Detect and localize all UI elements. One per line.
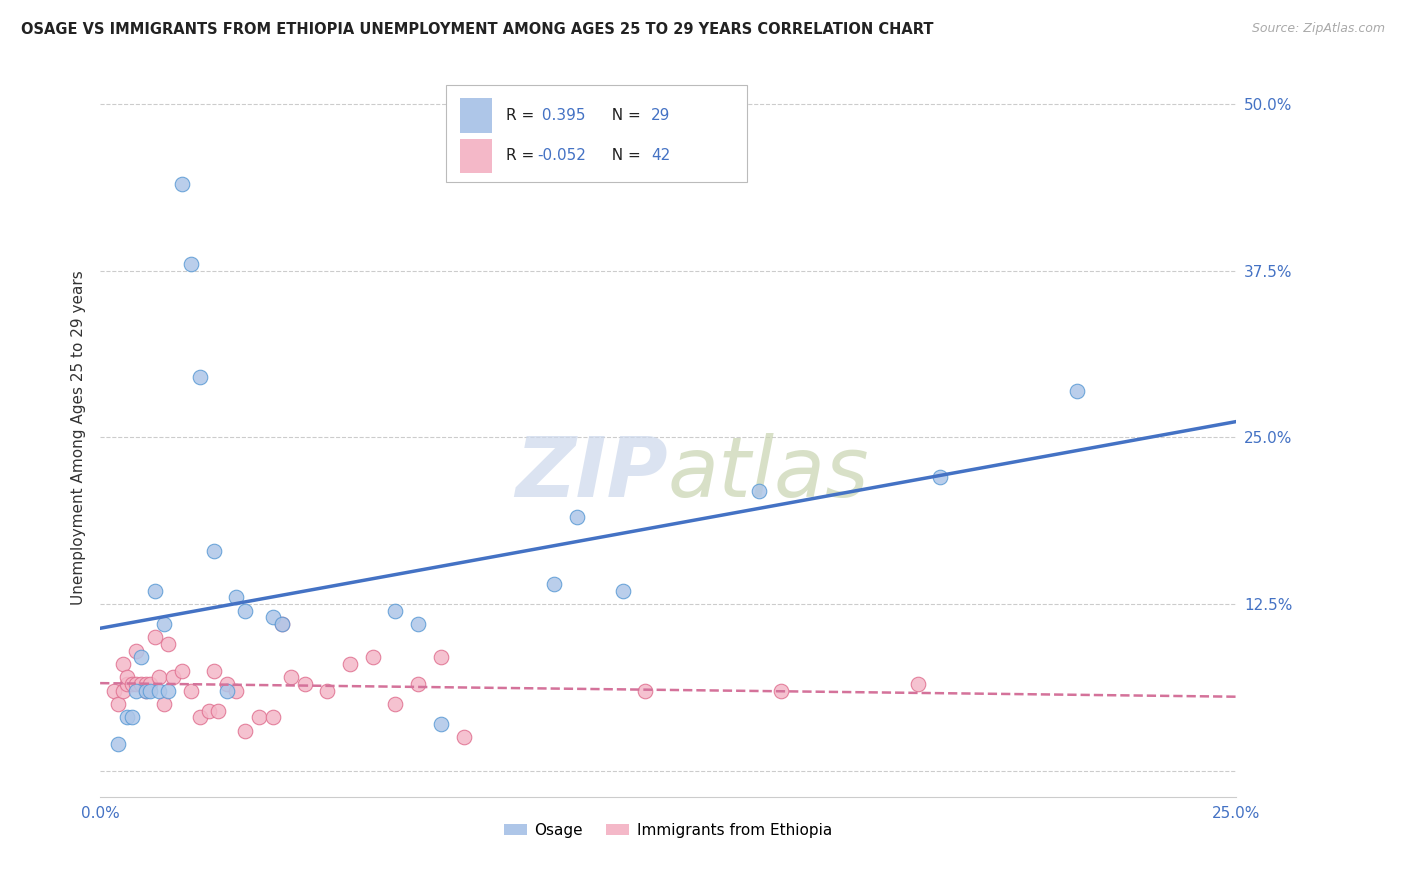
Point xyxy=(188,370,211,384)
Point xyxy=(152,697,174,711)
Point xyxy=(143,631,166,645)
Point xyxy=(270,617,292,632)
Point xyxy=(612,583,634,598)
Point xyxy=(148,670,170,684)
Text: R =: R = xyxy=(506,108,538,123)
Point xyxy=(143,583,166,598)
FancyBboxPatch shape xyxy=(447,85,748,182)
Point xyxy=(162,670,184,684)
Text: 0.395: 0.395 xyxy=(537,108,586,123)
Point xyxy=(316,683,339,698)
Point xyxy=(129,650,152,665)
Point xyxy=(170,664,193,678)
Text: 29: 29 xyxy=(651,108,671,123)
Point xyxy=(125,644,148,658)
Point xyxy=(262,610,284,624)
Point xyxy=(543,577,565,591)
Point xyxy=(406,617,429,632)
Point xyxy=(929,470,952,484)
Point xyxy=(148,683,170,698)
Point xyxy=(1066,384,1088,398)
Point xyxy=(217,677,239,691)
Point xyxy=(748,483,770,498)
Text: N =: N = xyxy=(602,108,645,123)
Point xyxy=(139,677,162,691)
Point xyxy=(198,704,221,718)
Point xyxy=(294,677,316,691)
Point xyxy=(170,177,193,191)
Text: N =: N = xyxy=(602,148,645,163)
Point xyxy=(430,717,453,731)
Point xyxy=(225,591,247,605)
Text: atlas: atlas xyxy=(668,433,869,514)
Point xyxy=(270,617,292,632)
Point xyxy=(125,683,148,698)
Point xyxy=(280,670,302,684)
Point xyxy=(202,664,225,678)
Text: R =: R = xyxy=(506,148,538,163)
Point xyxy=(339,657,361,672)
Point xyxy=(111,657,134,672)
Point xyxy=(139,683,162,698)
Point xyxy=(235,604,257,618)
Point xyxy=(117,710,139,724)
Point xyxy=(135,683,157,698)
Point xyxy=(135,683,157,698)
Point xyxy=(107,737,129,751)
Text: -0.052: -0.052 xyxy=(537,148,586,163)
Point xyxy=(384,604,406,618)
Point xyxy=(111,683,134,698)
Point xyxy=(180,257,202,271)
Point xyxy=(207,704,229,718)
Text: Source: ZipAtlas.com: Source: ZipAtlas.com xyxy=(1251,22,1385,36)
Point xyxy=(361,650,384,665)
Point xyxy=(262,710,284,724)
Point xyxy=(152,617,174,632)
Text: ZIP: ZIP xyxy=(516,433,668,514)
Point xyxy=(157,637,180,651)
Point xyxy=(235,723,257,738)
Point xyxy=(202,543,225,558)
Point xyxy=(225,683,247,698)
Point xyxy=(180,683,202,698)
Point xyxy=(125,677,148,691)
Point xyxy=(634,683,657,698)
Legend: Osage, Immigrants from Ethiopia: Osage, Immigrants from Ethiopia xyxy=(498,816,838,844)
Point xyxy=(103,683,125,698)
Point xyxy=(384,697,406,711)
Point xyxy=(157,683,180,698)
Point xyxy=(406,677,429,691)
Point xyxy=(770,683,793,698)
Text: 42: 42 xyxy=(651,148,671,163)
Point xyxy=(453,731,475,745)
Point xyxy=(117,677,139,691)
Point xyxy=(117,670,139,684)
Point xyxy=(907,677,929,691)
Point xyxy=(107,697,129,711)
Y-axis label: Unemployment Among Ages 25 to 29 years: Unemployment Among Ages 25 to 29 years xyxy=(72,270,86,605)
Point xyxy=(121,677,143,691)
Point xyxy=(247,710,270,724)
Point xyxy=(129,677,152,691)
Text: OSAGE VS IMMIGRANTS FROM ETHIOPIA UNEMPLOYMENT AMONG AGES 25 TO 29 YEARS CORRELA: OSAGE VS IMMIGRANTS FROM ETHIOPIA UNEMPL… xyxy=(21,22,934,37)
Point xyxy=(430,650,453,665)
Point xyxy=(188,710,211,724)
Point xyxy=(121,710,143,724)
Point xyxy=(217,683,239,698)
Point xyxy=(565,510,588,524)
FancyBboxPatch shape xyxy=(460,138,492,173)
FancyBboxPatch shape xyxy=(460,98,492,133)
Point xyxy=(135,677,157,691)
